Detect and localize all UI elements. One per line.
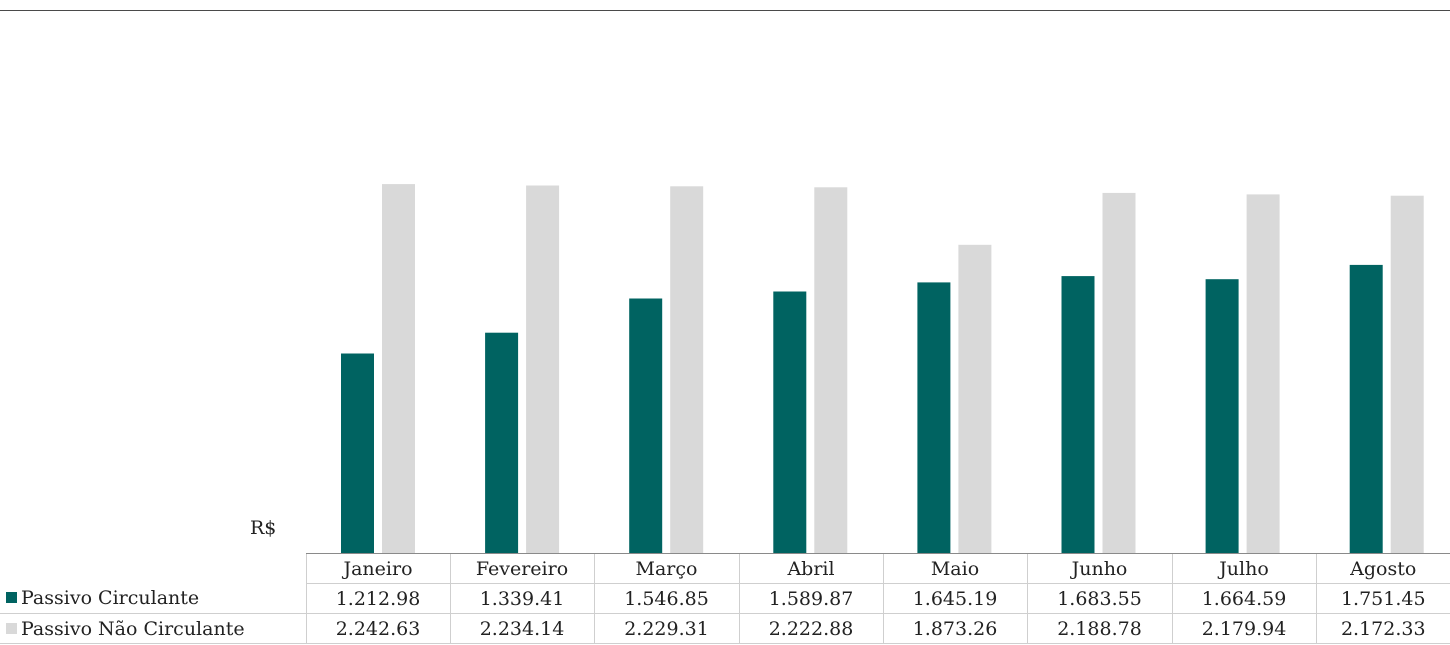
- table-row: Passivo Não Circulante 2.242.63 2.234.14 2.…: [0, 613, 1450, 644]
- bar-passivo-nao-circulante-agosto: [1390, 195, 1424, 553]
- data-label: 2.234.14: [449, 613, 594, 644]
- legend-entry: Passivo Não Circulante: [0, 613, 306, 644]
- bar-passivo-nao-circulante-fevereiro: [526, 185, 560, 553]
- y-axis-label: R$: [250, 517, 277, 539]
- legend-swatch: [6, 592, 17, 604]
- data-label: 2.188.78: [1026, 613, 1172, 644]
- category-label: Março: [593, 553, 739, 584]
- category-label: Janeiro: [305, 553, 450, 584]
- bar-passivo-circulante-julho: [1205, 279, 1239, 553]
- bar-passivo-nao-circulante-janeiro: [382, 184, 415, 553]
- data-label: 2.222.88: [738, 613, 883, 644]
- bar-passivo-circulante-maio: [917, 282, 951, 553]
- table-header-row: Janeiro Fevereiro Março Abril Maio Junho Julho…: [0, 553, 1450, 584]
- data-label: 2.179.94: [1171, 613, 1316, 644]
- category-label: Abril: [738, 553, 883, 584]
- bar-passivo-circulante-março: [629, 298, 663, 553]
- data-label: 1.683.55: [1026, 583, 1172, 614]
- bar-passivo-circulante-janeiro: [341, 353, 374, 553]
- legend-swatch: [6, 622, 17, 634]
- data-label: 1.751.45: [1315, 583, 1450, 614]
- table-corner: [0, 554, 306, 584]
- data-label: 1.546.85: [593, 583, 739, 614]
- category-label: Julho: [1171, 553, 1316, 584]
- table-row: Passivo Circulante 1.212.98 1.339.41 1.546.…: [0, 583, 1450, 614]
- bar-passivo-circulante-abril: [773, 291, 807, 553]
- top-rule: [0, 10, 1450, 11]
- data-label: 1.645.19: [882, 583, 1027, 614]
- data-label: 1.339.41: [449, 583, 594, 614]
- bar-passivo-nao-circulante-maio: [958, 244, 992, 553]
- data-label: 2.229.31: [593, 613, 739, 644]
- data-label: 1.873.26: [882, 613, 1027, 644]
- category-label: Fevereiro: [449, 553, 594, 584]
- data-label: 2.172.33: [1315, 613, 1450, 644]
- series-name: Passivo Circulante: [21, 587, 200, 610]
- bar-passivo-nao-circulante-julho: [1246, 194, 1280, 553]
- category-label: Junho: [1026, 553, 1172, 584]
- series-name: Passivo Não Circulante: [21, 617, 245, 640]
- bar-passivo-nao-circulante-abril: [814, 187, 848, 553]
- category-label: Agosto: [1315, 553, 1450, 584]
- data-table: Janeiro Fevereiro Março Abril Maio Junho Julho…: [0, 553, 1450, 644]
- data-label: 1.589.87: [738, 583, 883, 614]
- bar-passivo-nao-circulante-junho: [1102, 192, 1136, 553]
- category-label: Maio: [882, 553, 1027, 584]
- data-label: 2.242.63: [305, 613, 450, 644]
- bar-passivo-circulante-agosto: [1349, 264, 1383, 553]
- data-label: 1.664.59: [1171, 583, 1316, 614]
- bar-chart: [341, 184, 1424, 553]
- bar-passivo-nao-circulante-março: [670, 186, 704, 553]
- bar-passivo-circulante-fevereiro: [485, 332, 519, 553]
- data-label: 1.212.98: [305, 583, 450, 614]
- legend-entry: Passivo Circulante: [0, 583, 306, 614]
- bar-passivo-circulante-junho: [1061, 276, 1095, 553]
